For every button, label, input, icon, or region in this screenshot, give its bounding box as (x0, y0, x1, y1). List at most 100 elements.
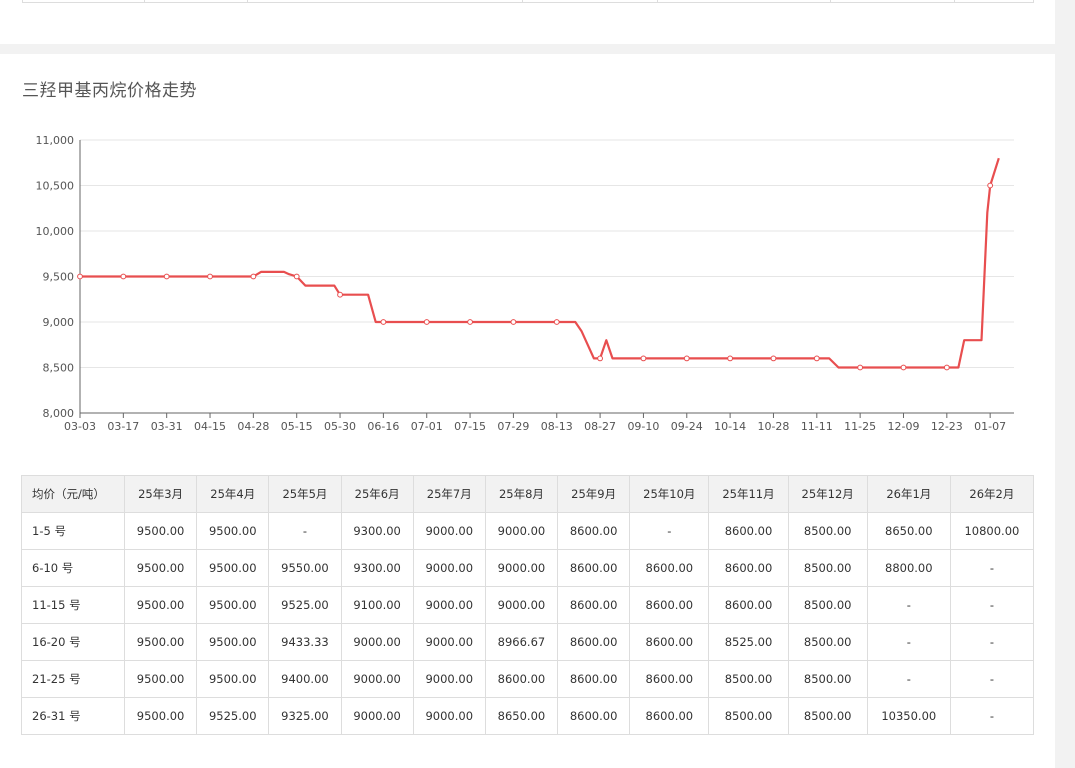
price-cell: 9300.00 (340, 549, 414, 587)
x-tick-label: 11-25 (844, 420, 876, 433)
price-cell: 8600.00 (629, 623, 710, 661)
price-cell: 9300.00 (340, 512, 414, 550)
data-point (120, 273, 127, 280)
y-tick-label: 9,500 (43, 271, 75, 284)
price-cell: 9000.00 (412, 512, 486, 550)
data-point (597, 355, 603, 362)
price-cell: 8500.00 (787, 697, 868, 735)
column-header: 25年7月 (412, 475, 486, 513)
price-line-chart: 8,000 8,500 9,000 9,500 10,000 10,500 11,000 03… (36, 134, 1014, 433)
data-point (683, 355, 690, 362)
price-cell: - (268, 512, 342, 550)
price-cell: 9500.00 (196, 623, 270, 661)
column-header: 25年9月 (557, 475, 631, 513)
price-cell: 9500.00 (196, 660, 270, 698)
price-series-line (80, 157, 1000, 369)
price-cell: 8650.00 (484, 697, 559, 735)
y-tick-label: 8,500 (43, 362, 75, 375)
price-cell: 8650.00 (866, 512, 951, 550)
x-tick-label: 12-09 (887, 420, 919, 433)
price-cell: 9000.00 (412, 549, 486, 587)
data-point (857, 364, 864, 371)
x-tick-label: 04-28 (237, 420, 269, 433)
price-cell: 9500.00 (123, 623, 198, 661)
row-label-cell: 26-31 号 (21, 697, 125, 735)
price-cell: 8525.00 (708, 623, 789, 661)
x-tick-label: 09-24 (671, 420, 703, 433)
x-tick-label: 03-31 (151, 420, 183, 433)
x-tick-label: 08-27 (584, 420, 616, 433)
price-cell: 8500.00 (708, 697, 789, 735)
price-cell: 10350.00 (866, 697, 951, 735)
column-header: 25年5月 (268, 475, 342, 513)
price-cell: 9500.00 (123, 512, 198, 550)
x-tick-label: 05-15 (281, 420, 313, 433)
price-cell: 8800.00 (866, 549, 951, 587)
price-cell: - (949, 586, 1035, 624)
x-tick-label: 05-30 (324, 420, 356, 433)
price-cell: 8600.00 (484, 660, 559, 698)
data-point (553, 319, 560, 325)
x-tick-label: 09-10 (627, 420, 659, 433)
y-tick-label: 10,000 (36, 225, 75, 238)
price-cell: 9000.00 (412, 660, 486, 698)
price-cell: 9500.00 (196, 586, 270, 624)
x-tick-label: 03-17 (107, 420, 139, 433)
x-tick-label: 03-03 (64, 420, 96, 433)
price-cell: 9000.00 (340, 623, 414, 661)
price-cell: 8600.00 (557, 623, 631, 661)
x-tick-label: 07-15 (454, 420, 486, 433)
price-cell: 9500.00 (123, 586, 198, 624)
previous-table-bottom (22, 0, 1034, 3)
price-cell: 8500.00 (787, 512, 868, 550)
data-point (727, 355, 734, 362)
x-tick-label: 10-28 (757, 420, 789, 433)
x-tick-label: 04-15 (194, 420, 226, 433)
y-tick-label: 9,000 (43, 316, 75, 329)
table-row: 1-5 号 9500.00 9500.00-9300.00 9000.00 9000.0… (21, 512, 1035, 550)
price-cell: 8500.00 (787, 549, 868, 587)
data-point (337, 291, 343, 298)
data-point (467, 319, 473, 325)
price-cell: 9400.00 (268, 660, 342, 698)
x-tick-label: 08-13 (541, 420, 573, 433)
price-cell: 8600.00 (629, 660, 710, 698)
price-cell: 8600.00 (708, 512, 789, 550)
price-cell: - (866, 586, 951, 624)
price-cell: 9325.00 (268, 697, 342, 735)
price-cell: 9000.00 (484, 549, 559, 587)
data-point (943, 364, 950, 371)
column-header: 均价（元/吨） (21, 475, 125, 513)
price-trend-card: 三羟甲基丙烷价格走势 8,000 8,500 9,000 9,500 10,000 10,… (0, 54, 1055, 768)
price-cell: 9525.00 (196, 697, 270, 735)
data-point (987, 182, 994, 189)
row-label-cell: 6-10 号 (21, 549, 125, 587)
row-label-cell: 21-25 号 (21, 660, 125, 698)
price-cell: 8600.00 (708, 549, 789, 587)
data-point (207, 273, 213, 280)
price-cell: - (866, 660, 951, 698)
price-cell: 9100.00 (340, 586, 414, 624)
data-point (380, 319, 387, 325)
x-tick-label: 01-07 (974, 420, 1006, 433)
chart-title: 三羟甲基丙烷价格走势 (22, 81, 197, 101)
table-row: 11-15 号 9500.00 9500.00 9525.00 9100.00 9000.… (21, 586, 1035, 624)
price-cell: - (949, 660, 1035, 698)
y-tick-label: 11,000 (36, 134, 75, 147)
table-row: 26-31 号 9500.00 9525.00 9325.00 9000.00 9000.… (21, 697, 1035, 735)
x-tick-label: 07-01 (411, 420, 443, 433)
column-header: 25年4月 (196, 475, 270, 513)
price-cell: 9000.00 (484, 586, 559, 624)
price-cell: 9500.00 (196, 549, 270, 587)
data-point (813, 355, 820, 362)
column-header: 25年8月 (484, 475, 559, 513)
price-cell: - (629, 512, 710, 550)
price-cell: 8500.00 (787, 660, 868, 698)
x-tick-label: 07-29 (497, 420, 529, 433)
data-point (163, 273, 170, 280)
page-scrollbar[interactable] (1055, 0, 1075, 768)
data-point (640, 355, 647, 362)
x-tick-label: 06-16 (367, 420, 399, 433)
column-header: 25年10月 (629, 475, 710, 513)
price-cell: 9000.00 (340, 697, 414, 735)
